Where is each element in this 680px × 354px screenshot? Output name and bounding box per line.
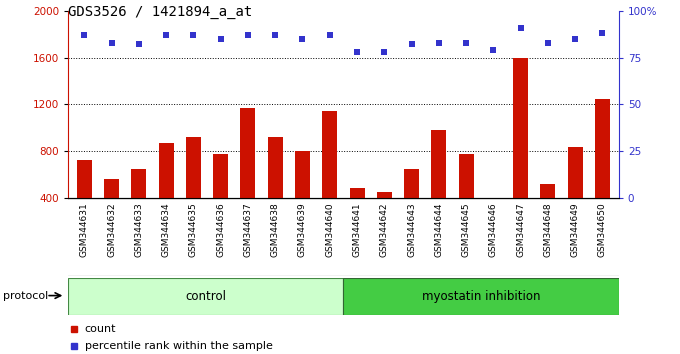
Text: GSM344647: GSM344647	[516, 202, 525, 257]
Bar	[568, 147, 583, 245]
Bar	[214, 154, 228, 245]
Text: GSM344649: GSM344649	[571, 202, 579, 257]
Bar	[343, 278, 619, 315]
Text: myostatin inhibition: myostatin inhibition	[422, 290, 541, 303]
Bar	[322, 112, 337, 245]
Text: GSM344644: GSM344644	[435, 202, 443, 257]
Text: GSM344646: GSM344646	[489, 202, 498, 257]
Point	[270, 32, 281, 38]
Bar	[295, 152, 310, 245]
Bar	[513, 57, 528, 245]
Text: GDS3526 / 1421894_a_at: GDS3526 / 1421894_a_at	[68, 5, 252, 19]
Point	[216, 36, 226, 42]
Text: GSM344648: GSM344648	[543, 202, 552, 257]
Point	[460, 40, 471, 45]
Bar	[268, 137, 283, 245]
Bar	[241, 108, 256, 245]
Text: GSM344635: GSM344635	[189, 202, 198, 257]
Text: GSM344633: GSM344633	[135, 202, 143, 257]
Bar	[104, 179, 119, 245]
Bar	[458, 154, 473, 245]
Point	[79, 32, 90, 38]
Text: protocol: protocol	[3, 291, 49, 302]
Point	[106, 40, 117, 45]
Point	[570, 36, 581, 42]
Point	[433, 40, 444, 45]
Bar	[68, 278, 343, 315]
Text: GSM344634: GSM344634	[162, 202, 171, 257]
Text: GSM344638: GSM344638	[271, 202, 279, 257]
Text: GSM344640: GSM344640	[325, 202, 335, 257]
Text: control: control	[185, 290, 226, 303]
Bar	[377, 192, 392, 245]
Point	[160, 32, 171, 38]
Bar	[77, 160, 92, 245]
Bar	[350, 188, 364, 245]
Point	[297, 36, 308, 42]
Text: GSM344632: GSM344632	[107, 202, 116, 257]
Text: GSM344643: GSM344643	[407, 202, 416, 257]
Text: GSM344637: GSM344637	[243, 202, 252, 257]
Bar	[431, 130, 446, 245]
Bar	[541, 184, 556, 245]
Bar	[131, 169, 146, 245]
Point	[406, 41, 417, 47]
Point	[243, 32, 254, 38]
Bar	[158, 143, 173, 245]
Text: GSM344645: GSM344645	[462, 202, 471, 257]
Text: GSM344639: GSM344639	[298, 202, 307, 257]
Bar	[595, 98, 610, 245]
Point	[488, 47, 499, 53]
Text: percentile rank within the sample: percentile rank within the sample	[84, 341, 273, 351]
Bar	[186, 137, 201, 245]
Point	[324, 32, 335, 38]
Point	[379, 49, 390, 55]
Text: GSM344641: GSM344641	[352, 202, 362, 257]
Bar	[404, 169, 419, 245]
Point	[352, 49, 362, 55]
Text: GSM344650: GSM344650	[598, 202, 607, 257]
Point	[133, 41, 144, 47]
Bar	[486, 204, 501, 245]
Text: GSM344642: GSM344642	[380, 202, 389, 257]
Point	[543, 40, 554, 45]
Point	[597, 30, 608, 36]
Point	[515, 25, 526, 30]
Point	[188, 32, 199, 38]
Text: GSM344636: GSM344636	[216, 202, 225, 257]
Text: GSM344631: GSM344631	[80, 202, 89, 257]
Text: count: count	[84, 324, 116, 333]
